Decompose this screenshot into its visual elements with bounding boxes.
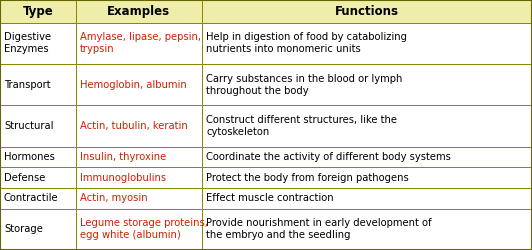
Bar: [76, 209, 202, 250]
Text: Insulin, thyroxine: Insulin, thyroxine: [80, 152, 166, 162]
Text: Carry substances in the blood or lymph
throughout the body: Carry substances in the blood or lymph t…: [206, 74, 403, 96]
Text: Effect muscle contraction: Effect muscle contraction: [206, 193, 334, 203]
Bar: [202, 147, 532, 167]
Bar: [0, 64, 76, 105]
Bar: [202, 188, 532, 209]
Text: Amylase, lipase, pepsin,
trypsin: Amylase, lipase, pepsin, trypsin: [80, 32, 201, 54]
Text: Actin, myosin: Actin, myosin: [80, 193, 147, 203]
Bar: [202, 0, 532, 23]
Text: Examples: Examples: [107, 5, 170, 18]
Bar: [76, 147, 202, 167]
Bar: [0, 0, 76, 23]
Bar: [0, 167, 76, 188]
Bar: [76, 64, 202, 105]
Text: Legume storage proteins,
egg white (albumin): Legume storage proteins, egg white (albu…: [80, 218, 207, 240]
Text: Functions: Functions: [335, 5, 399, 18]
Bar: [76, 105, 202, 147]
Text: Help in digestion of food by catabolizing
nutrients into monomeric units: Help in digestion of food by catabolizin…: [206, 32, 407, 54]
Text: Actin, tubulin, keratin: Actin, tubulin, keratin: [80, 121, 187, 131]
Text: Hemoglobin, albumin: Hemoglobin, albumin: [80, 80, 186, 90]
Text: Structural: Structural: [4, 121, 54, 131]
Bar: [202, 105, 532, 147]
Text: Defense: Defense: [4, 173, 45, 183]
Text: Digestive
Enzymes: Digestive Enzymes: [4, 32, 51, 54]
Text: Immunoglobulins: Immunoglobulins: [80, 173, 165, 183]
Text: Provide nourishment in early development of
the embryo and the seedling: Provide nourishment in early development…: [206, 218, 432, 240]
Text: Hormones: Hormones: [4, 152, 55, 162]
Bar: [202, 64, 532, 105]
Text: Contractile: Contractile: [4, 193, 59, 203]
Text: Construct different structures, like the
cytoskeleton: Construct different structures, like the…: [206, 115, 397, 137]
Bar: [76, 188, 202, 209]
Text: Type: Type: [22, 5, 53, 18]
Bar: [202, 167, 532, 188]
Bar: [0, 23, 76, 64]
Text: Protect the body from foreign pathogens: Protect the body from foreign pathogens: [206, 173, 409, 183]
Bar: [0, 209, 76, 250]
Bar: [0, 105, 76, 147]
Bar: [76, 167, 202, 188]
Bar: [202, 23, 532, 64]
Bar: [0, 147, 76, 167]
Bar: [76, 0, 202, 23]
Bar: [76, 23, 202, 64]
Text: Coordinate the activity of different body systems: Coordinate the activity of different bod…: [206, 152, 451, 162]
Bar: [202, 209, 532, 250]
Text: Storage: Storage: [4, 224, 43, 234]
Bar: [0, 188, 76, 209]
Text: Transport: Transport: [4, 80, 51, 90]
